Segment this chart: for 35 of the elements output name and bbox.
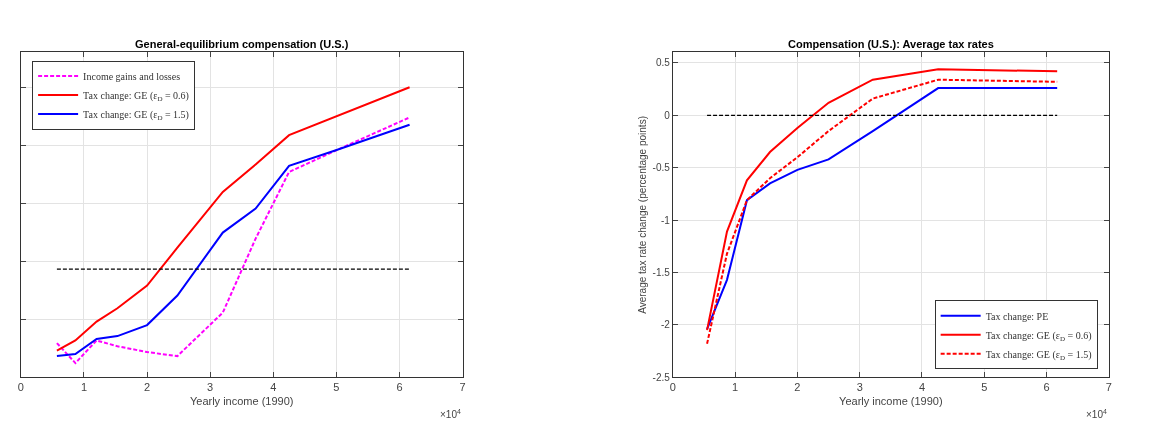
y-tick-label: 0: [664, 109, 671, 121]
legend-label: Income gains and losses: [83, 71, 181, 82]
legend-label: Tax change: GE (ε$_{D}$ = 1.5): [83, 109, 189, 123]
x-tick-label: 0: [17, 381, 24, 394]
legend-label: Tax change: PE: [985, 310, 1049, 322]
x-tick-label: 2: [144, 381, 151, 394]
text: ×10$^{4}$: [440, 408, 461, 421]
y-tick-label: -0.5: [652, 162, 671, 174]
x-tick-label: 1: [732, 381, 739, 394]
chart-title: General-equilibrium compensation (U.S.): [135, 38, 349, 50]
x-tick-label: 3: [207, 381, 214, 394]
y-tick-label: -1: [660, 214, 671, 226]
x-tick-label: 6: [396, 381, 403, 394]
x-tick-label: 7: [459, 381, 466, 394]
y-axis-title: Average tax rate change (percentage points): [636, 116, 648, 314]
legend-label: Tax change: GE (ε$_{D}$ = 1.5): [985, 348, 1092, 362]
x-axis-title: Yearly income (1990): [839, 394, 943, 407]
x-tick-label: 4: [918, 381, 926, 394]
x-tick-label: 5: [333, 381, 340, 394]
legend-label: Tax change: GE (ε$_{D}$ = 0.6): [985, 329, 1092, 343]
x-tick-label: 4: [270, 381, 277, 394]
chart-title: Compensation (U.S.): Average tax rates: [788, 38, 994, 50]
x-axis-title: Yearly income (1990): [189, 394, 294, 407]
y-tick-label: -2.5: [652, 371, 671, 383]
y-tick-label: -2: [660, 319, 671, 331]
x-tick-label: 3: [856, 381, 863, 394]
x-tick-label: 2: [794, 381, 801, 394]
x-tick-label: 5: [981, 381, 988, 394]
y-tick-label: -1.5: [652, 267, 671, 279]
x-tick-label: 1: [80, 381, 88, 394]
text: ×10$^{4}$: [1086, 408, 1107, 421]
y-tick-label: 0.5: [655, 57, 671, 69]
x-tick-label: 7: [1105, 381, 1112, 394]
legend-label: Tax change: GE (ε$_{D}$ = 0.6): [83, 90, 189, 104]
x-tick-label: 6: [1043, 381, 1050, 394]
